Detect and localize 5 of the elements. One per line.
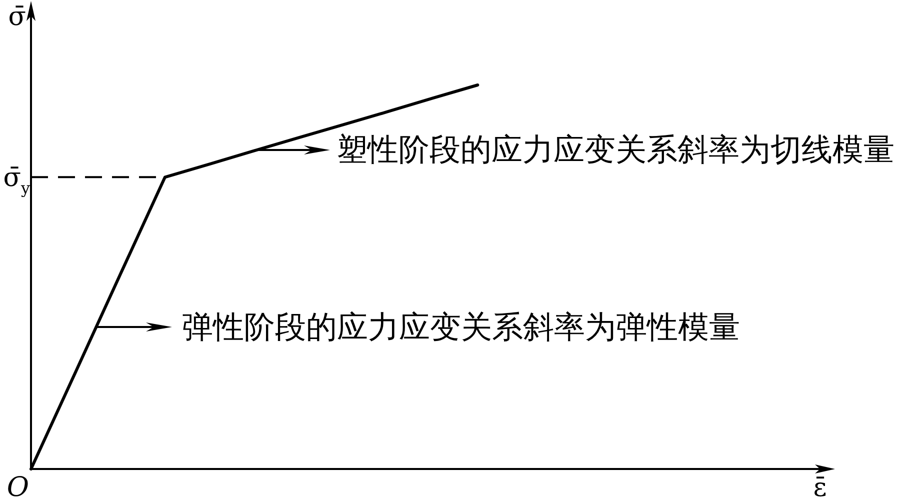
annotation: 塑性阶段的应力应变关系斜率为切线模量 — [336, 132, 895, 167]
y-axis-title: σ̄ — [8, 2, 26, 32]
x-axis-title: ε̄ — [813, 473, 827, 500]
text: O — [6, 472, 30, 500]
annotation: 弹性阶段的应力应变关系斜率为弹性模量 — [182, 309, 740, 344]
